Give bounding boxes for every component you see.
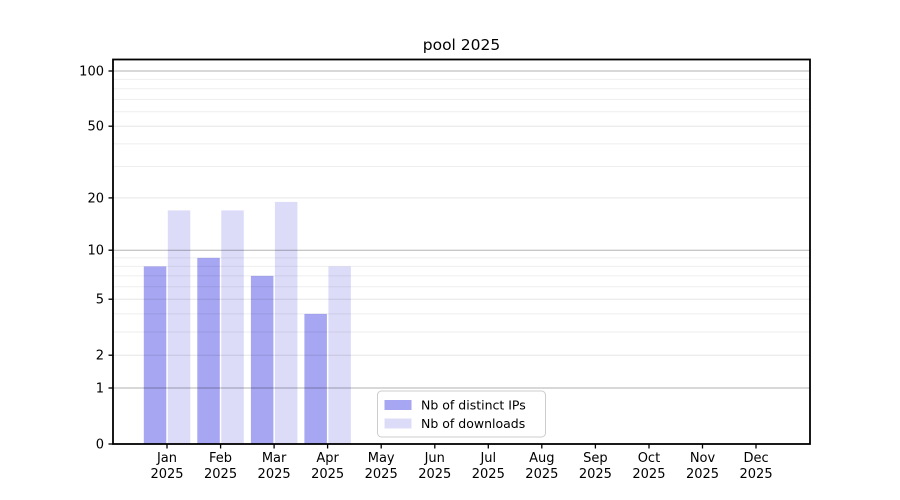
y-tick-label: 1 <box>96 381 104 396</box>
x-tick-label-month: Aug <box>529 451 554 466</box>
y-tick-label: 100 <box>79 65 104 80</box>
x-tick-label-month: Oct <box>638 451 660 466</box>
x-tick-label-year: 2025 <box>686 467 719 482</box>
legend-label-distinct-ips: Nb of distinct IPs <box>421 398 526 413</box>
bar-distinct-ips-feb <box>197 257 220 444</box>
y-tick-label: 50 <box>87 120 104 135</box>
x-tick-label-year: 2025 <box>311 467 344 482</box>
x-tick-label-year: 2025 <box>365 467 398 482</box>
x-tick-label-year: 2025 <box>204 467 237 482</box>
x-tick-label-month: Jan <box>156 451 177 466</box>
legend-swatch-distinct-ips <box>384 400 412 410</box>
x-tick-label-year: 2025 <box>418 467 451 482</box>
x-tick-label-month: Dec <box>743 451 768 466</box>
y-tick-label: 20 <box>87 191 104 206</box>
y-tick-label: 0 <box>96 438 104 453</box>
bar-downloads-jan <box>167 210 191 444</box>
legend-swatch-downloads <box>384 418 412 429</box>
x-tick-label-month: Jun <box>424 451 445 466</box>
x-tick-label-year: 2025 <box>632 467 665 482</box>
y-tick-label: 2 <box>96 349 104 364</box>
x-tick-label-month: Apr <box>316 451 339 466</box>
bar-distinct-ips-mar <box>250 275 274 444</box>
x-tick-label-month: Mar <box>262 451 287 466</box>
x-tick-label-month: Sep <box>583 451 608 466</box>
legend-label-downloads: Nb of downloads <box>421 416 525 431</box>
bar-downloads-feb <box>221 210 244 444</box>
x-tick-label-month: May <box>368 451 395 466</box>
bar-distinct-ips-apr <box>304 313 327 444</box>
bar-downloads-mar <box>274 201 298 444</box>
x-tick-label-year: 2025 <box>150 467 183 482</box>
x-tick-label-month: Nov <box>690 451 716 466</box>
x-tick-label-month: Feb <box>209 451 232 466</box>
y-tick-label: 5 <box>96 293 104 308</box>
x-tick-label-year: 2025 <box>579 467 612 482</box>
y-tick-label: 10 <box>87 244 104 259</box>
x-tick-label-month: Jul <box>479 451 496 466</box>
x-tick-label-year: 2025 <box>258 467 291 482</box>
x-tick-label-year: 2025 <box>525 467 558 482</box>
axes-spine <box>112 58 811 445</box>
bar-distinct-ips-jan <box>143 266 167 444</box>
x-tick-label-year: 2025 <box>472 467 505 482</box>
legend-box <box>377 390 546 438</box>
bar-downloads-apr <box>328 266 351 444</box>
chart-title: pool 2025 <box>422 36 501 54</box>
x-tick-label-year: 2025 <box>740 467 773 482</box>
